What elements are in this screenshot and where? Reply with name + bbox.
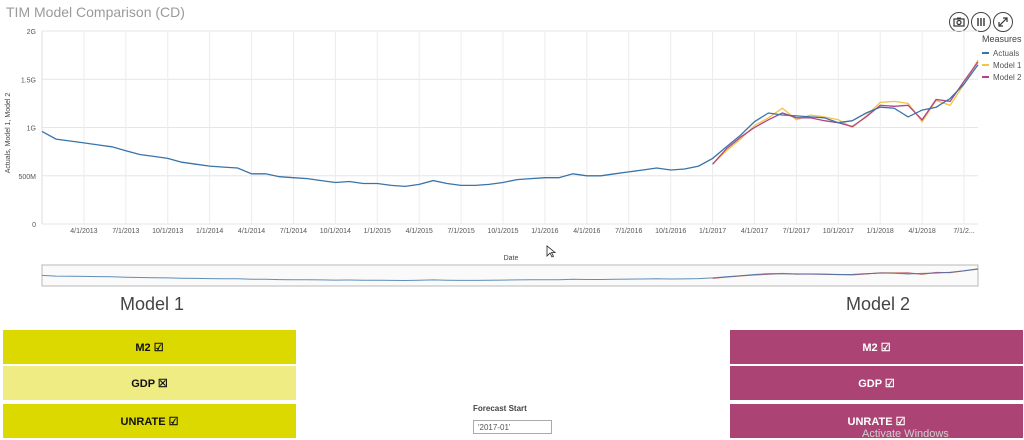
series-actuals-mini bbox=[41, 268, 979, 282]
x-tick-label: 4/1/2014 bbox=[238, 228, 265, 235]
x-tick-label: 1/1/2014 bbox=[196, 228, 223, 235]
x-axis: 4/1/2013 7/1/2013 10/1/2013 1/1/2014 4/1/201… bbox=[70, 228, 974, 235]
legend-label: Actuals bbox=[993, 48, 1020, 58]
model-2-unrate-button[interactable]: UNRATE ☑ bbox=[730, 404, 1023, 438]
x-tick-label: 7/1/2017 bbox=[783, 228, 810, 235]
forecast-start-label: Forecast Start bbox=[473, 404, 527, 413]
model-2-m2-button[interactable]: M2 ☑ bbox=[730, 330, 1023, 364]
model-1-label: Model 1 bbox=[120, 294, 185, 314]
legend-label: Model 2 bbox=[993, 72, 1022, 82]
x-tick-label: 4/1/2016 bbox=[573, 228, 600, 235]
chart-grid bbox=[41, 30, 978, 225]
legend-title: Measures bbox=[982, 34, 1022, 44]
x-tick-label: 4/1/2013 bbox=[70, 228, 97, 235]
x-tick-label: 7/1/2... bbox=[953, 228, 974, 235]
activate-windows-watermark: Activate Windows bbox=[862, 428, 949, 440]
x-axis-label: Date bbox=[504, 255, 519, 262]
forecast-start-input[interactable] bbox=[473, 420, 552, 434]
x-tick-label: 4/1/2015 bbox=[406, 228, 433, 235]
x-tick-label: 1/1/2017 bbox=[699, 228, 726, 235]
x-tick-label: 10/1/2013 bbox=[152, 228, 183, 235]
x-tick-label: 1/1/2018 bbox=[867, 228, 894, 235]
series-actuals bbox=[41, 64, 979, 188]
series-lines bbox=[41, 59, 979, 188]
legend-item-model-1[interactable]: Model 1 bbox=[982, 59, 1022, 71]
x-tick-label: 7/1/2015 bbox=[447, 228, 474, 235]
x-tick-label: 10/1/2014 bbox=[320, 228, 351, 235]
x-tick-label: 7/1/2014 bbox=[280, 228, 307, 235]
chart-title: TIM Model Comparison (CD) bbox=[6, 4, 185, 20]
x-tick-label: 10/1/2015 bbox=[487, 228, 518, 235]
model-1-m2-button[interactable]: M2 ☑ bbox=[3, 330, 296, 364]
model-2-gdp-button[interactable]: GDP ☑ bbox=[730, 366, 1023, 400]
x-tick-label: 4/1/2017 bbox=[741, 228, 768, 235]
columns-icon[interactable] bbox=[971, 12, 991, 32]
mouse-cursor-icon bbox=[546, 245, 556, 258]
model-1-unrate-button[interactable]: UNRATE ☑ bbox=[3, 404, 296, 438]
y-axis-label: Actuals, Model 1, Model 2 bbox=[5, 93, 12, 174]
model-2-label: Model 2 bbox=[846, 294, 911, 314]
x-tick-label: 1/1/2015 bbox=[364, 228, 391, 235]
y-tick-label: 2G bbox=[27, 29, 36, 36]
x-tick-label: 4/1/2018 bbox=[908, 228, 935, 235]
y-tick-label: 500M bbox=[18, 174, 36, 181]
expand-icon[interactable] bbox=[993, 12, 1013, 32]
x-tick-label: 7/1/2013 bbox=[112, 228, 139, 235]
y-tick-label: 1.5G bbox=[21, 77, 36, 84]
x-tick-label: 10/1/2016 bbox=[655, 228, 686, 235]
x-tick-label: 1/1/2016 bbox=[531, 228, 558, 235]
y-axis: 0 500M 1G 1.5G 2G bbox=[18, 29, 36, 229]
model-1-gdp-button[interactable]: GDP ☒ bbox=[3, 366, 296, 400]
legend-item-model-2[interactable]: Model 2 bbox=[982, 71, 1022, 83]
legend-item-actuals[interactable]: Actuals bbox=[982, 47, 1022, 59]
legend-label: Model 1 bbox=[993, 60, 1022, 70]
range-navigator[interactable] bbox=[41, 264, 979, 287]
x-tick-label: 7/1/2016 bbox=[615, 228, 642, 235]
legend: Measures Actuals Model 1 Model 2 bbox=[982, 34, 1022, 83]
series-model-2 bbox=[712, 61, 979, 165]
y-tick-label: 1G bbox=[27, 126, 36, 133]
y-tick-label: 0 bbox=[32, 222, 36, 229]
series-model-1 bbox=[712, 59, 979, 165]
line-chart: 0 500M 1G 1.5G 2G 4/1/2013 7/1/2013 10/1/2013 1… bbox=[5, 29, 979, 287]
x-tick-label: 10/1/2017 bbox=[823, 228, 854, 235]
